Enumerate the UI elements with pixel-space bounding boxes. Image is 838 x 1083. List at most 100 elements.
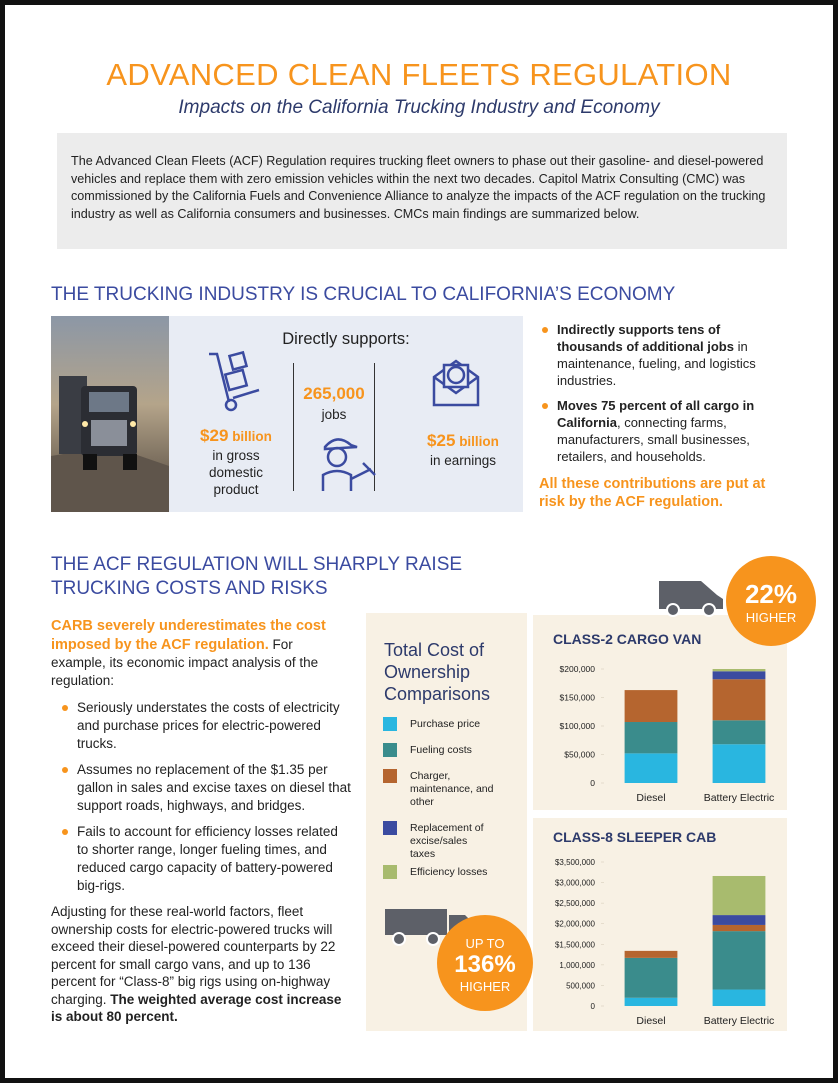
lead-bold: CARB severely underestimates the cost im… [51,618,326,653]
lead-text: For example, its economic impact analysi… [51,636,319,688]
stat-label: jobs [321,407,347,422]
y-tick-label: $50,000 [564,750,595,760]
y-tick-label: $3,500,000 [555,858,596,867]
bullet: Moves 75 percent of all cargo in Califor… [539,397,789,465]
bullet-bold: Indirectly supports tens of thousands of… [557,322,734,354]
legend-item: Replacement of excise/sales taxes [383,821,523,861]
legend-item: Purchase price [383,717,523,731]
bullet-bold: Moves 75 percent of all cargo in Califor… [557,398,755,430]
stat-unit: billion [232,429,272,444]
bar-segment [712,671,766,680]
bullet: Assumes no replacement of the $1.35 per … [59,761,351,815]
bar-segment [624,690,678,723]
bar-segment [712,931,766,990]
bullet-list: Seriously understates the costs of elect… [59,699,351,895]
badge-label: HIGHER [459,979,511,994]
bar-segment [624,722,678,754]
badge-text: UP TO 136% HIGHER [437,936,533,994]
legend-swatch [383,865,397,879]
x-tick-label: Diesel [636,1015,665,1027]
legend-item: Fueling costs [383,743,523,757]
stat: 265,000 jobs [294,385,374,423]
stat-label: in earnings [429,453,497,468]
legend-item: Charger, maintenance, and other [383,769,523,809]
stat-amount: $25 [427,431,456,450]
divider [293,363,294,491]
badge-value: 136% [454,951,516,978]
bar-segment [624,997,678,1006]
risk-note: All these contributions are put at risk … [539,476,766,510]
y-tick-label: $200,000 [560,664,596,674]
bullet: Indirectly supports tens of thousands of… [539,321,789,389]
legend-swatch [383,769,397,783]
bullet-list: Indirectly supports tens of thousands of… [539,321,789,511]
bullet-text: in maintenance, fueling, and logistics i… [557,339,756,388]
supports-title: Directly supports: [282,330,410,348]
section-heading: THE ACF REGULATION WILL SHARPLY RAISE TRU… [51,553,462,601]
conclusion-bold: The weighted average cost increase is ab… [51,991,342,1025]
chart-title: CLASS-8 SLEEPER CAB [553,829,716,845]
y-tick-label: $2,500,000 [555,899,596,908]
chart-title: CLASS-2 CARGO VAN [553,631,701,647]
lead: CARB severely underestimates the cost im… [51,617,351,689]
supports-panel [169,316,523,512]
conclusion-text: Adjusting for these real-world factors, … [51,904,336,1007]
y-tick-label: 0 [591,1002,596,1011]
legend-label: Fueling costs [410,744,472,756]
legend-swatch [383,743,397,757]
legend-swatch [383,821,397,835]
bar-segment [712,679,766,721]
bullet: Seriously understates the costs of elect… [59,699,351,753]
chart: CLASS-2 CARGO VAN 0 $50,000 $100,000 $150,00… [553,631,775,804]
legend-label: Efficiency losses [410,866,488,878]
y-tick-label: $1,500,000 [555,940,596,949]
stat-label: in gross domestic product [208,448,264,497]
x-tick-label: Battery Electric [704,792,775,804]
bar-segment [712,989,766,1006]
section-heading: THE TRUCKING INDUSTRY IS CRUCIAL TO CALI… [51,284,676,305]
stat: $25 billion in earnings [403,432,523,469]
bar-segment [712,669,766,672]
subtitle: Impacts on the California Trucking Indus… [178,97,660,118]
stat-value: $25 billion [403,432,523,450]
stat-unit: billion [459,434,499,449]
tco-title: Total Cost of Ownership Comparisons [384,640,491,704]
y-tick-label: 1,000,000 [559,961,595,970]
bar-segment [712,875,766,916]
stat: $29 billion in gross domestic product [181,427,291,498]
stat-amount: 265,000 [303,384,365,403]
bar-segment [712,924,766,932]
x-tick-label: Diesel [636,792,665,804]
stat-value: $29 billion [181,427,291,445]
divider [374,363,375,491]
van-icon [659,581,723,617]
bar-segment [712,915,766,925]
heading-line: THE ACF REGULATION WILL SHARPLY RAISE [51,554,463,575]
y-tick-label: $150,000 [560,693,596,703]
bullet-text: , connecting farms, manufacturers, small… [557,415,750,464]
bar-segment [624,753,678,783]
y-tick-label: $3,000,000 [555,879,596,888]
stat-amount: $29 [200,426,229,445]
heading-line: TRUCKING COSTS AND RISKS [51,578,328,599]
legend-label: Charger, maintenance, and other [410,770,494,808]
bar-segment [624,950,678,958]
badge-label: HIGHER [745,610,797,625]
badge-value: 22% [744,579,798,609]
badge-text: 22% HIGHER [726,579,816,625]
badge [437,915,533,1011]
envelope-icon [432,359,480,407]
bar-segment [712,720,766,745]
legend-label: Purchase price [410,718,481,730]
badge-prefix: UP TO [465,936,505,951]
worker-icon [321,438,376,491]
bar-segment [624,957,678,998]
y-tick-label: $100,000 [560,721,596,731]
bar-segment [712,744,766,783]
bullet: Fails to account for efficiency losses r… [59,823,351,895]
y-tick-label: 0 [590,778,595,788]
conclusion: Adjusting for these real-world factors, … [51,903,351,1026]
title: ADVANCED CLEAN FLEETS REGULATION [106,57,732,92]
intro: The Advanced Clean Fleets (ACF) Regulati… [57,133,787,249]
